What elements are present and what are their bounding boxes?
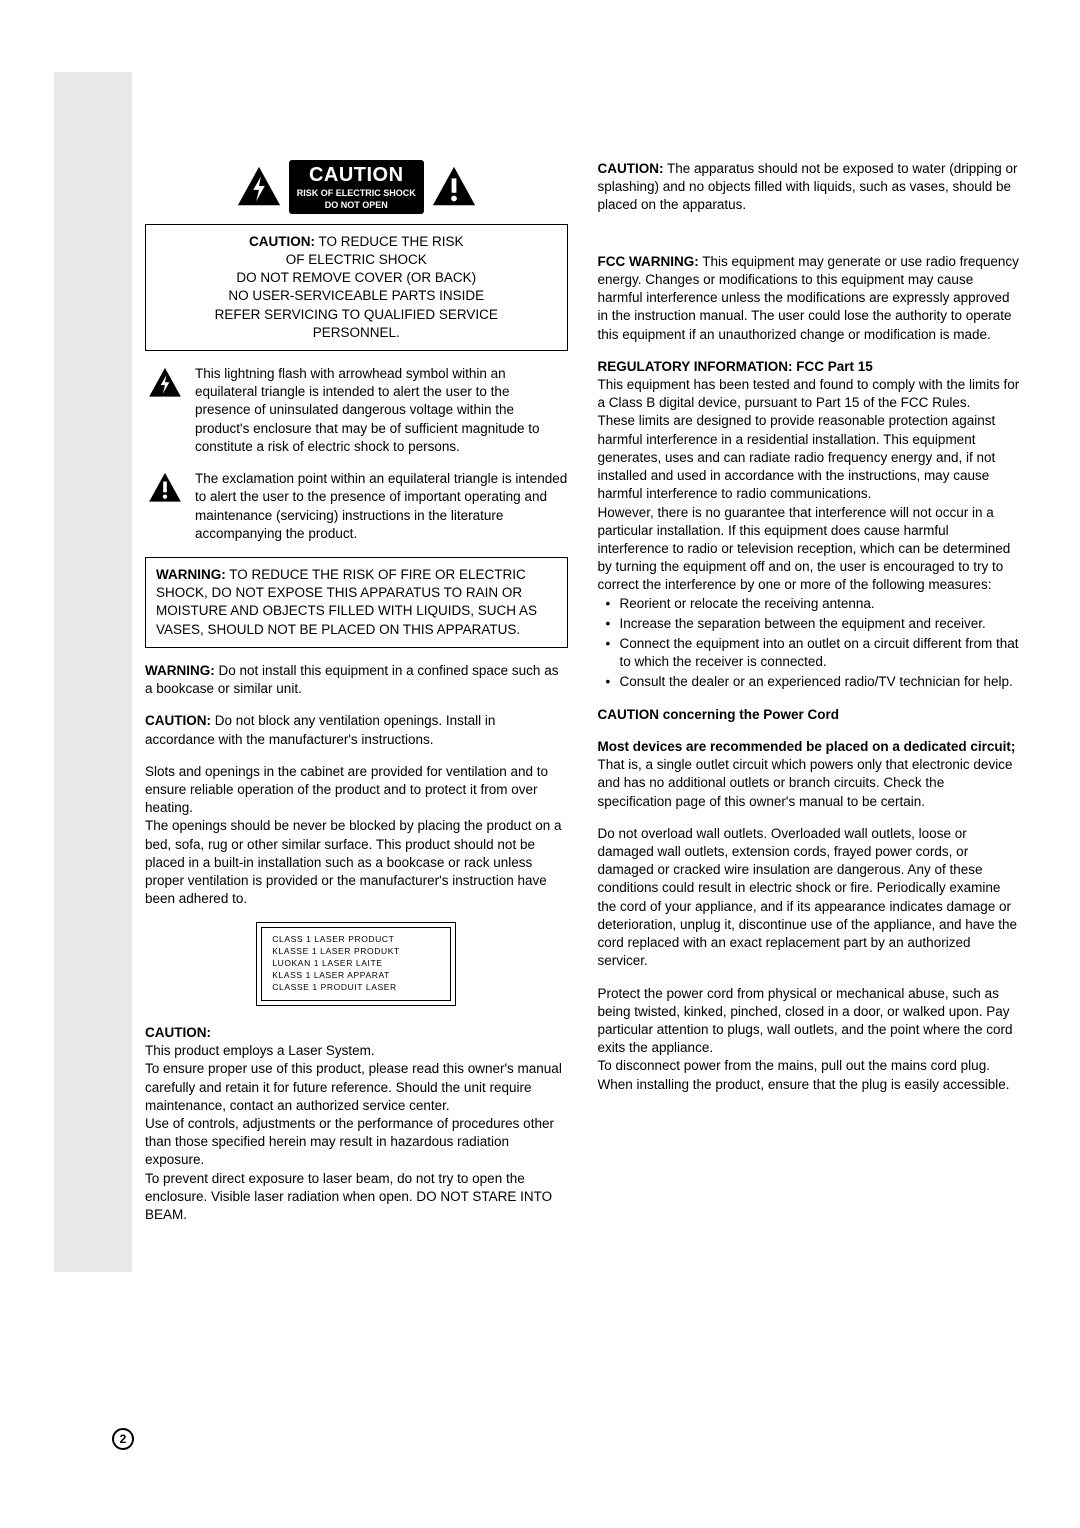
- right-column: CAUTION: The apparatus should not be exp…: [598, 160, 1021, 1224]
- laser-box-inner: CLASS 1 LASER PRODUCT KLASSE 1 LASER PRO…: [261, 927, 451, 1000]
- fcc-warn-label: FCC WARNING:: [598, 254, 699, 269]
- bullet-3: Connect the equipment into an outlet on …: [620, 635, 1021, 671]
- top-box-l5: NO USER-SERVICEABLE PARTS INSIDE: [228, 288, 484, 303]
- left-margin-bar: [54, 72, 132, 1272]
- bolt-row: This lightning flash with arrowhead symb…: [145, 365, 568, 456]
- reg-p3: However, there is no guarantee that inte…: [598, 504, 1021, 595]
- top-box-l2: TO REDUCE THE RISK: [315, 234, 464, 249]
- caution-sub2: DO NOT OPEN: [297, 200, 416, 210]
- bullet-2: Increase the separation between the equi…: [620, 615, 1021, 633]
- lightning-triangle-icon: [235, 163, 283, 211]
- top-box-label: CAUTION:: [249, 234, 315, 249]
- laser-p1: This product employs a Laser System.: [145, 1042, 568, 1060]
- warning-box: WARNING: TO REDUCE THE RISK OF FIRE OR E…: [145, 557, 568, 648]
- cord-p1: That is, a single outlet circuit which p…: [598, 756, 1021, 811]
- excl-row: The exclamation point within an equilate…: [145, 470, 568, 543]
- spacer: [598, 229, 1021, 253]
- slots-p2: The openings should be never be blocked …: [145, 817, 568, 908]
- caution-water-para: CAUTION: The apparatus should not be exp…: [598, 160, 1021, 215]
- caution-sub1: RISK OF ELECTRIC SHOCK: [297, 188, 416, 198]
- top-box-l6: REFER SERVICING TO QUALIFIED SERVICE: [215, 307, 498, 322]
- bolt-paragraph: This lightning flash with arrowhead symb…: [195, 365, 568, 456]
- lightning-triangle-icon: [145, 365, 185, 401]
- left-column: CAUTION RISK OF ELECTRIC SHOCK DO NOT OP…: [145, 160, 568, 1224]
- page-number: 2: [112, 1428, 134, 1450]
- bullet-4: Consult the dealer or an experienced rad…: [620, 673, 1021, 691]
- measures-list: Reorient or relocate the receiving anten…: [598, 595, 1021, 692]
- exclamation-triangle-icon: [430, 163, 478, 211]
- warn-box-label: WARNING:: [156, 567, 226, 582]
- top-box-l7: PERSONNEL.: [313, 325, 400, 340]
- caution-vent-para: CAUTION: Do not block any ventilation op…: [145, 712, 568, 748]
- caution-water-label: CAUTION:: [598, 161, 664, 176]
- caution-label-box: CAUTION RISK OF ELECTRIC SHOCK DO NOT OP…: [289, 160, 424, 214]
- laser-p4: To prevent direct exposure to laser beam…: [145, 1170, 568, 1225]
- laser-caution-label: CAUTION:: [145, 1024, 568, 1042]
- warn-install-label: WARNING:: [145, 663, 215, 678]
- top-box-l4: DO NOT REMOVE COVER (OR BACK): [236, 270, 476, 285]
- page-content: CAUTION RISK OF ELECTRIC SHOCK DO NOT OP…: [145, 160, 1020, 1224]
- laser-caution-block: CAUTION: This product employs a Laser Sy…: [145, 1024, 568, 1224]
- exclamation-triangle-icon: [145, 470, 185, 506]
- cord-heading: CAUTION concerning the Power Cord: [598, 706, 1021, 724]
- caution-vent-label: CAUTION:: [145, 713, 211, 728]
- laser-l4: KLASS 1 LASER APPARAT: [272, 970, 440, 982]
- cord-p3: Protect the power cord from physical or …: [598, 985, 1021, 1058]
- cord-sub: Most devices are recommended be placed o…: [598, 738, 1021, 756]
- caution-header: CAUTION RISK OF ELECTRIC SHOCK DO NOT OP…: [145, 160, 568, 214]
- slots-p1: Slots and openings in the cabinet are pr…: [145, 763, 568, 818]
- laser-l1: CLASS 1 LASER PRODUCT: [272, 934, 440, 946]
- top-box-l3: OF ELECTRIC SHOCK: [286, 252, 427, 267]
- reg-p2: These limits are designed to provide rea…: [598, 412, 1021, 503]
- laser-l2: KLASSE 1 LASER PRODUKT: [272, 946, 440, 958]
- reg-p1: This equipment has been tested and found…: [598, 376, 1021, 412]
- laser-p2: To ensure proper use of this product, pl…: [145, 1060, 568, 1115]
- warn-install-para: WARNING: Do not install this equipment i…: [145, 662, 568, 698]
- laser-l5: CLASSE 1 PRODUIT LASER: [272, 982, 440, 994]
- top-caution-box: CAUTION: TO REDUCE THE RISK OF ELECTRIC …: [145, 224, 568, 351]
- cord-p4: To disconnect power from the mains, pull…: [598, 1057, 1021, 1093]
- bullet-1: Reorient or relocate the receiving anten…: [620, 595, 1021, 613]
- laser-l3: LUOKAN 1 LASER LAITE: [272, 958, 440, 970]
- caution-title: CAUTION: [297, 164, 416, 186]
- reg-heading: REGULATORY INFORMATION: FCC Part 15: [598, 358, 1021, 376]
- laser-box: CLASS 1 LASER PRODUCT KLASSE 1 LASER PRO…: [256, 922, 456, 1005]
- excl-paragraph: The exclamation point within an equilate…: [195, 470, 568, 543]
- laser-p3: Use of controls, adjustments or the perf…: [145, 1115, 568, 1170]
- fcc-warn-para: FCC WARNING: This equipment may generate…: [598, 253, 1021, 344]
- cord-p2: Do not overload wall outlets. Overloaded…: [598, 825, 1021, 971]
